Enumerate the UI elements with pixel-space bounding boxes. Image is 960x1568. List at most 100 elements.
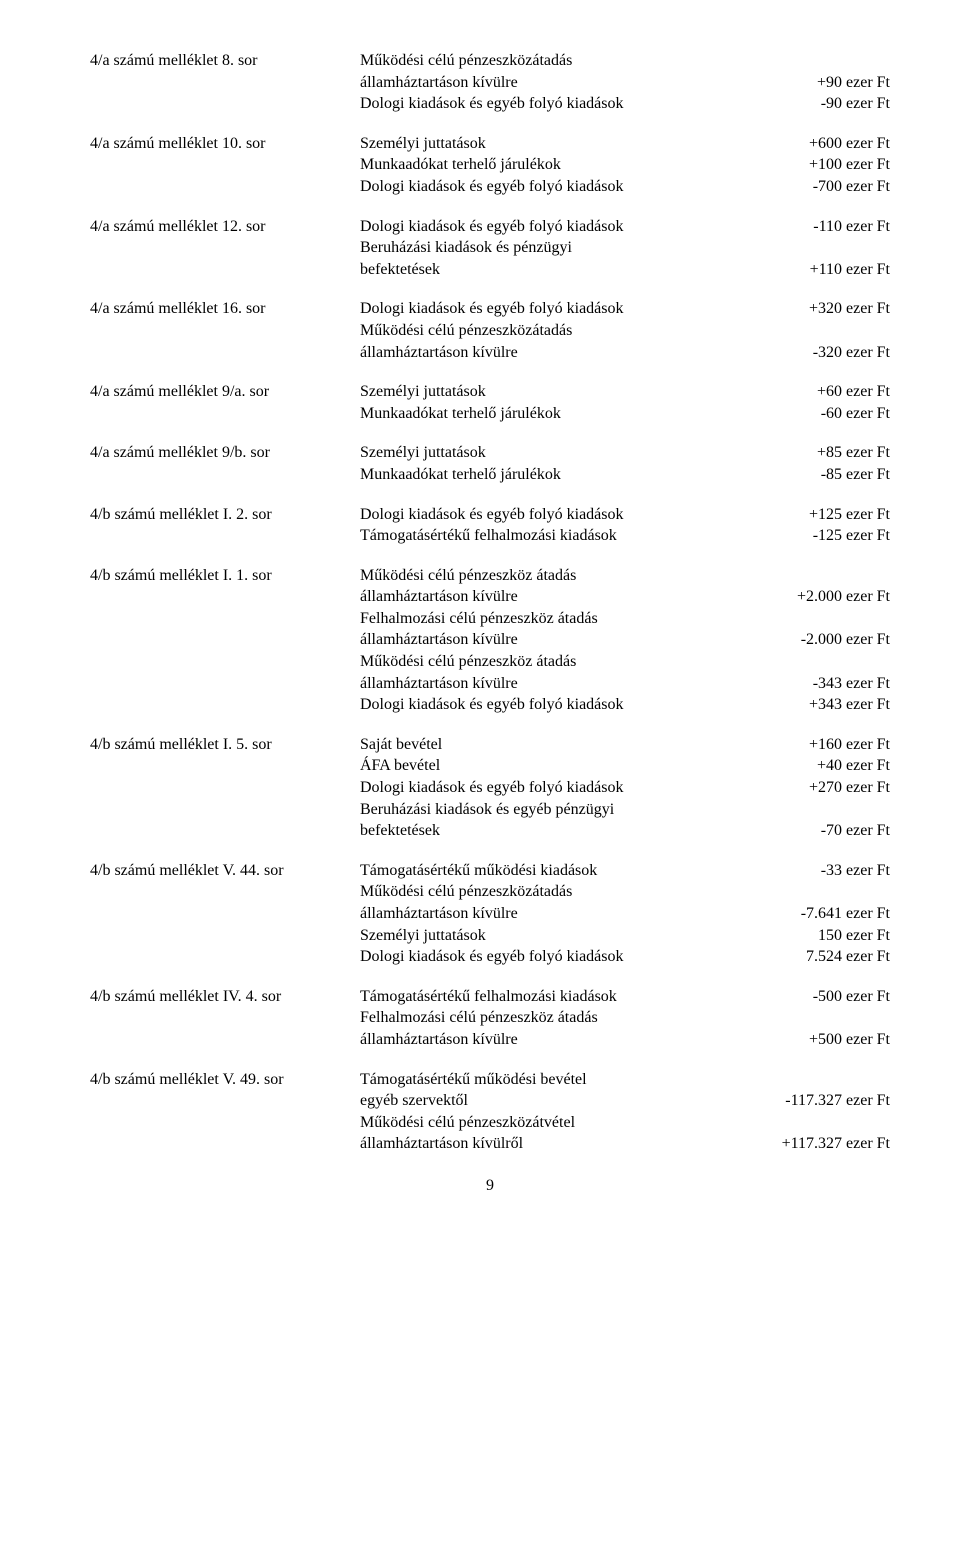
entry-items: Saját bevétel+160 ezer FtÁFA bevétel+40 … (360, 734, 890, 842)
item-row: ÁFA bevétel+40 ezer Ft (360, 755, 890, 777)
item-value (760, 799, 890, 821)
item-row: Felhalmozási célú pénzeszköz átadás (360, 608, 890, 630)
item-row: Beruházási kiadások és pénzügyi (360, 237, 890, 259)
item-value: -33 ezer Ft (760, 860, 890, 882)
budget-entry: 4/a számú melléklet 16. sorDologi kiadás… (90, 298, 890, 363)
entry-label: 4/a számú melléklet 9/b. sor (90, 442, 360, 464)
entry-label: 4/b számú melléklet V. 44. sor (90, 860, 360, 882)
item-description: Dologi kiadások és egyéb folyó kiadások (360, 777, 760, 799)
budget-entry: 4/b számú melléklet I. 1. sorMűködési cé… (90, 565, 890, 716)
item-row: Személyi juttatások+600 ezer Ft (360, 133, 890, 155)
item-row: Személyi juttatások150 ezer Ft (360, 925, 890, 947)
entry-items: Személyi juttatások+60 ezer FtMunkaadóka… (360, 381, 890, 424)
item-description: Személyi juttatások (360, 925, 760, 947)
item-description: Dologi kiadások és egyéb folyó kiadások (360, 216, 760, 238)
entry-label: 4/b számú melléklet V. 49. sor (90, 1069, 360, 1091)
item-row: Támogatásértékű működési bevétel (360, 1069, 890, 1091)
entry-label: 4/a számú melléklet 16. sor (90, 298, 360, 320)
budget-entry: 4/b számú melléklet I. 5. sorSaját bevét… (90, 734, 890, 842)
page-number: 9 (90, 1175, 890, 1197)
item-value: -125 ezer Ft (760, 525, 890, 547)
item-value: +40 ezer Ft (760, 755, 890, 777)
item-row: Dologi kiadások és egyéb folyó kiadások-… (360, 176, 890, 198)
budget-entry: 4/a számú melléklet 12. sorDologi kiadás… (90, 216, 890, 281)
item-value: -700 ezer Ft (760, 176, 890, 198)
item-description: ÁFA bevétel (360, 755, 760, 777)
item-row: Működési célú pénzeszközátadás (360, 50, 890, 72)
item-value (760, 651, 890, 673)
item-row: államháztartáson kívülre-320 ezer Ft (360, 342, 890, 364)
item-description: befektetések (360, 820, 760, 842)
entry-label: 4/a számú melléklet 10. sor (90, 133, 360, 155)
item-value: +270 ezer Ft (760, 777, 890, 799)
item-description: Személyi juttatások (360, 381, 760, 403)
entry-items: Dologi kiadások és egyéb folyó kiadások+… (360, 504, 890, 547)
item-row: Dologi kiadások és egyéb folyó kiadások+… (360, 504, 890, 526)
item-row: egyéb szervektől-117.327 ezer Ft (360, 1090, 890, 1112)
item-description: Beruházási kiadások és pénzügyi (360, 237, 760, 259)
item-row: Felhalmozási célú pénzeszköz átadás (360, 1007, 890, 1029)
item-description: államháztartáson kívülre (360, 673, 760, 695)
item-row: Beruházási kiadások és egyéb pénzügyi (360, 799, 890, 821)
item-row: Működési célú pénzeszköz átadás (360, 565, 890, 587)
entry-items: Támogatásértékű felhalmozási kiadások-50… (360, 986, 890, 1051)
item-value: +90 ezer Ft (760, 72, 890, 94)
item-value (760, 608, 890, 630)
item-value: +100 ezer Ft (760, 154, 890, 176)
item-description: Dologi kiadások és egyéb folyó kiadások (360, 176, 760, 198)
budget-entry: 4/a számú melléklet 10. sorSzemélyi jutt… (90, 133, 890, 198)
budget-entry: 4/b számú melléklet IV. 4. sorTámogatásé… (90, 986, 890, 1051)
item-row: Dologi kiadások és egyéb folyó kiadások-… (360, 93, 890, 115)
item-description: egyéb szervektől (360, 1090, 760, 1112)
item-description: Működési célú pénzeszközátadás (360, 881, 760, 903)
item-description: Felhalmozási célú pénzeszköz átadás (360, 608, 760, 630)
item-row: Munkaadókat terhelő járulékok+100 ezer F… (360, 154, 890, 176)
budget-entry: 4/b számú melléklet V. 44. sorTámogatásé… (90, 860, 890, 968)
item-value: +85 ezer Ft (760, 442, 890, 464)
item-description: államháztartáson kívülre (360, 72, 760, 94)
entry-items: Támogatásértékű működési bevétel egyéb s… (360, 1069, 890, 1155)
item-row: Dologi kiadások és egyéb folyó kiadások+… (360, 777, 890, 799)
item-value: +600 ezer Ft (760, 133, 890, 155)
item-row: Támogatásértékű felhalmozási kiadások-12… (360, 525, 890, 547)
entry-items: Támogatásértékű működési kiadások-33 eze… (360, 860, 890, 968)
entry-label: 4/b számú melléklet IV. 4. sor (90, 986, 360, 1008)
item-row: államháztartáson kívülre+2.000 ezer Ft (360, 586, 890, 608)
item-description: Dologi kiadások és egyéb folyó kiadások (360, 946, 760, 968)
item-value: +320 ezer Ft (760, 298, 890, 320)
item-description: Működési célú pénzeszközátadás (360, 320, 760, 342)
item-description: befektetések (360, 259, 760, 281)
item-value: +343 ezer Ft (760, 694, 890, 716)
item-description: Felhalmozási célú pénzeszköz átadás (360, 1007, 760, 1029)
item-row: Működési célú pénzeszközátadás (360, 881, 890, 903)
item-value: -343 ezer Ft (760, 673, 890, 695)
item-description: Működési célú pénzeszköz átadás (360, 651, 760, 673)
item-value: 7.524 ezer Ft (760, 946, 890, 968)
entry-label: 4/a számú melléklet 9/a. sor (90, 381, 360, 403)
budget-entry: 4/a számú melléklet 9/a. sorSzemélyi jut… (90, 381, 890, 424)
entry-label: 4/b számú melléklet I. 2. sor (90, 504, 360, 526)
item-description: Munkaadókat terhelő járulékok (360, 403, 760, 425)
item-value: -85 ezer Ft (760, 464, 890, 486)
item-description: Dologi kiadások és egyéb folyó kiadások (360, 504, 760, 526)
item-description: Személyi juttatások (360, 133, 760, 155)
item-description: Támogatásértékű felhalmozási kiadások (360, 986, 760, 1008)
entry-label: 4/b számú melléklet I. 1. sor (90, 565, 360, 587)
item-row: államháztartáson kívülre-2.000 ezer Ft (360, 629, 890, 651)
item-row: államháztartáson kívülre+90 ezer Ft (360, 72, 890, 94)
item-description: államháztartáson kívülre (360, 586, 760, 608)
item-description: Támogatásértékű felhalmozási kiadások (360, 525, 760, 547)
item-row: Dologi kiadások és egyéb folyó kiadások+… (360, 694, 890, 716)
item-row: Működési célú pénzeszközátadás (360, 320, 890, 342)
item-description: Dologi kiadások és egyéb folyó kiadások (360, 694, 760, 716)
item-value: -7.641 ezer Ft (760, 903, 890, 925)
item-description: államháztartáson kívülre (360, 903, 760, 925)
item-description: Működési célú pénzeszköz átadás (360, 565, 760, 587)
item-value (760, 1069, 890, 1091)
item-value: +125 ezer Ft (760, 504, 890, 526)
item-description: Saját bevétel (360, 734, 760, 756)
item-row: államháztartáson kívülről+117.327 ezer F… (360, 1133, 890, 1155)
item-row: államháztartáson kívülre+500 ezer Ft (360, 1029, 890, 1051)
entry-label: 4/a számú melléklet 12. sor (90, 216, 360, 238)
item-value: +60 ezer Ft (760, 381, 890, 403)
